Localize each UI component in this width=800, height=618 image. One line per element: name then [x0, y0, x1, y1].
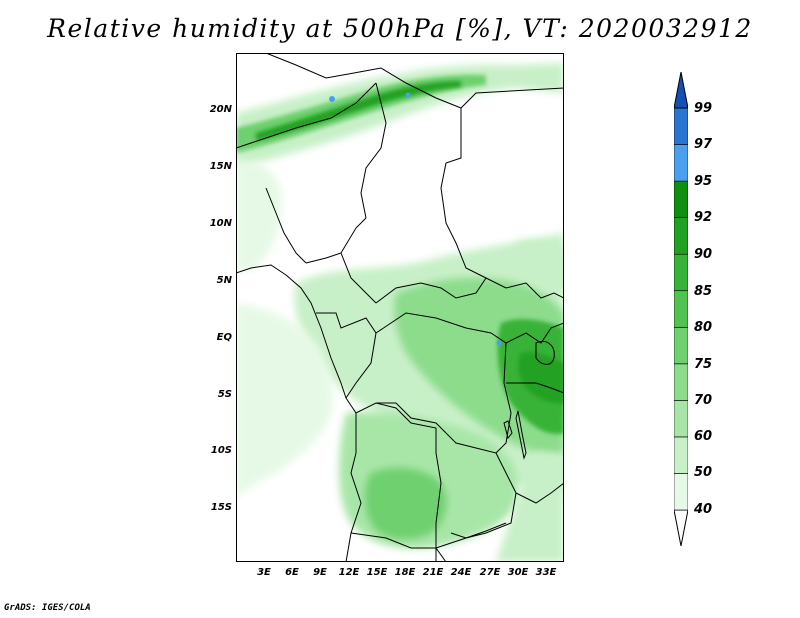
- humidity-spot-rift: [496, 340, 502, 346]
- lon-label: 30E: [507, 567, 529, 578]
- colorbar-segment: [674, 436, 688, 474]
- colorbar-label: 85: [694, 284, 713, 299]
- colorbar: [674, 72, 688, 546]
- colorbar-segment-max: [674, 72, 688, 109]
- colorbar-label: 90: [694, 247, 713, 262]
- lat-label: 10S: [210, 445, 232, 456]
- colorbar-label: 70: [694, 393, 713, 408]
- lat-label: 15S: [210, 502, 232, 513]
- colorbar-segment: [674, 363, 688, 401]
- colorbar-segment: [674, 400, 688, 438]
- colorbar-segment-min: [674, 509, 688, 546]
- colorbar-segment: [674, 180, 688, 218]
- colorbar-label: 75: [694, 357, 713, 372]
- lon-label: 27E: [479, 567, 501, 578]
- lon-label: 18E: [394, 567, 416, 578]
- lon-label: 3E: [257, 567, 271, 578]
- lon-label: 24E: [450, 567, 472, 578]
- colorbar-label: 40: [694, 502, 713, 517]
- lat-label: 10N: [209, 218, 232, 229]
- colorbar-segment: [674, 326, 688, 365]
- colorbar-label: 95: [694, 174, 713, 189]
- colorbar-segment: [674, 473, 688, 511]
- lat-label: 5N: [216, 275, 232, 286]
- colorbar-segment: [674, 144, 688, 182]
- map-panel: [236, 53, 564, 562]
- humidity-band-sahel: [236, 63, 564, 168]
- lon-label: 12E: [338, 567, 360, 578]
- colorbar-segment: [674, 107, 688, 145]
- colorbar-label: 80: [694, 320, 713, 335]
- lon-label: 6E: [285, 567, 299, 578]
- humidity-field-southeast: [496, 452, 564, 562]
- humidity-field-gulf: [236, 303, 333, 498]
- lat-label: 5S: [217, 389, 232, 400]
- colorbar-segment: [674, 253, 688, 292]
- country-borders: [236, 53, 564, 562]
- humidity-spot-north-a: [329, 96, 335, 102]
- humidity-fields: [236, 63, 564, 562]
- lon-label: 21E: [422, 567, 444, 578]
- lon-label: 33E: [535, 567, 557, 578]
- humidity-patch-west: [236, 161, 282, 273]
- map-title: Relative humidity at 500hPa [%], VT: 202…: [47, 14, 753, 43]
- lat-label: 20N: [209, 104, 232, 115]
- humidity-field-rift-max: [518, 352, 564, 404]
- colorbar-segment: [674, 217, 688, 255]
- humidity-band-sahel-core: [236, 74, 486, 153]
- colorbar-segment: [674, 290, 688, 328]
- colorbar-label: 99: [694, 101, 713, 116]
- humidity-field-horn: [514, 240, 564, 293]
- humidity-band-sahel-max: [256, 81, 461, 141]
- grads-credit: GrADS: IGES/COLA: [4, 603, 91, 613]
- colorbar-label: 97: [694, 137, 713, 152]
- colorbar-label: 50: [694, 465, 713, 480]
- lat-label: EQ: [216, 332, 232, 343]
- lon-label: 15E: [366, 567, 388, 578]
- humidity-map: [236, 53, 564, 562]
- lon-label: 9E: [313, 567, 327, 578]
- colorbar-label: 92: [694, 210, 713, 225]
- lat-label: 15N: [209, 161, 232, 172]
- humidity-field-south-core: [364, 467, 447, 540]
- humidity-spot-north-b: [405, 92, 411, 98]
- map-frame: [236, 53, 564, 562]
- colorbar-label: 60: [694, 429, 713, 444]
